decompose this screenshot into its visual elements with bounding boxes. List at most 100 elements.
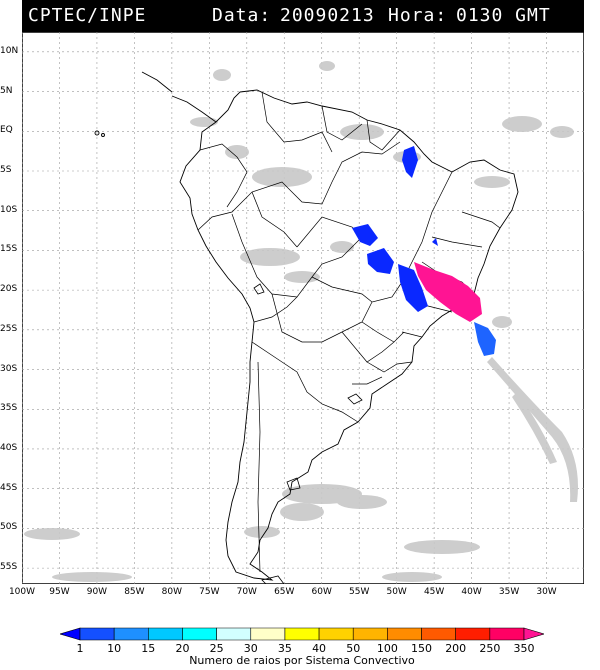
cloud-area xyxy=(213,69,231,81)
border-line xyxy=(311,276,373,303)
cloud-area xyxy=(382,572,442,582)
border-line xyxy=(401,331,423,338)
latitude-label: 5S xyxy=(0,164,12,175)
colorbar-tick-label: 200 xyxy=(445,642,467,655)
border-line xyxy=(253,296,298,323)
latitude-label: 5N xyxy=(0,85,13,96)
cloud-area xyxy=(24,528,80,540)
border-line xyxy=(251,191,298,248)
longitude-label: 60W xyxy=(311,587,332,597)
cloud-area xyxy=(330,241,354,253)
cloud-area xyxy=(512,392,557,464)
lake-outline xyxy=(253,283,265,295)
colorbar-tick-label: 40 xyxy=(312,642,327,655)
cloud-area xyxy=(404,540,480,554)
cloud-area xyxy=(52,572,132,582)
colorbar-tick-label: 30 xyxy=(243,642,258,655)
title-bar: CPTEC/INPE Data: 20090213 Hora: 0130 GMT xyxy=(22,0,584,32)
cloud-area xyxy=(502,116,542,132)
lightning-system-low xyxy=(367,248,394,274)
longitude-label: 30W xyxy=(536,587,557,597)
map-svg xyxy=(22,32,584,584)
colorbar-segment xyxy=(523,627,546,641)
cloud-area xyxy=(337,495,387,509)
colorbar-tick-label: 150 xyxy=(411,642,433,655)
latitude-label: 20S xyxy=(0,284,18,295)
longitude-label: 80W xyxy=(161,587,183,597)
cloud-area xyxy=(340,124,384,140)
colorbar xyxy=(58,627,546,641)
latitude-label: 55S xyxy=(0,562,18,573)
time-label: Hora: xyxy=(388,5,448,26)
galapagos-island xyxy=(101,133,105,137)
latitude-label: 50S xyxy=(0,522,18,533)
border-line xyxy=(321,105,363,141)
longitude-label: 95W xyxy=(49,587,70,597)
lake-outline xyxy=(347,393,363,405)
border-line xyxy=(401,171,453,283)
longitude-label: 40W xyxy=(461,587,482,597)
border-line xyxy=(199,143,248,208)
latitude-label: 25S xyxy=(0,323,18,334)
lightning-system-medium xyxy=(474,322,496,356)
lightning-system-low xyxy=(352,224,378,246)
lightning-system-low xyxy=(402,146,418,178)
graticule xyxy=(22,32,584,584)
time-value: 0130 GMT xyxy=(456,5,551,26)
cloud-cover xyxy=(24,61,578,582)
lightning-system-low xyxy=(432,238,438,246)
cloud-area xyxy=(492,316,512,328)
latitude-label: 35S xyxy=(0,403,18,414)
colorbar-tick-label: 100 xyxy=(376,642,398,655)
colorbar-tick-label: 10 xyxy=(107,642,122,655)
map-panel xyxy=(22,32,584,584)
island-outline xyxy=(286,477,301,491)
lightning-system-high xyxy=(414,262,482,322)
border-line xyxy=(352,376,383,385)
central-america-outline xyxy=(171,95,217,123)
latitude-label: 10S xyxy=(0,204,18,215)
border-line xyxy=(366,119,401,151)
cloud-area xyxy=(550,126,574,138)
border-line xyxy=(461,211,501,229)
lightning-systems xyxy=(352,146,496,356)
longitude-label: 35W xyxy=(498,587,520,597)
longitude-label: 75W xyxy=(199,587,220,597)
colorbar-segment xyxy=(216,627,252,641)
cloud-area xyxy=(284,271,320,283)
island-outline xyxy=(261,575,285,584)
south-america-outline xyxy=(179,89,519,581)
longitude-label: 50W xyxy=(386,587,407,597)
border-line xyxy=(251,341,359,423)
cloud-area xyxy=(225,145,249,159)
colorbar-tick-label: 350 xyxy=(513,642,535,655)
colorbar-segment xyxy=(148,627,183,641)
border-line xyxy=(431,236,483,248)
longitude-label: 90W xyxy=(86,587,108,597)
colorbar-segment xyxy=(387,627,422,641)
source-label: CPTEC/INPE xyxy=(28,5,147,26)
colorbar-segment xyxy=(352,627,388,641)
colorbar-segment xyxy=(58,627,81,641)
colorbar-tick-label: 50 xyxy=(346,642,361,655)
colorbar-segment xyxy=(284,627,320,641)
latitude-label: 15S xyxy=(0,244,18,255)
cloud-area xyxy=(280,503,324,521)
cloud-area xyxy=(240,248,300,266)
coastline xyxy=(94,71,519,581)
border-line xyxy=(197,141,401,231)
galapagos-island xyxy=(94,130,100,136)
border-line xyxy=(257,361,261,573)
longitude-label: 100W xyxy=(8,587,36,597)
colorbar-tick-label: 250 xyxy=(479,642,501,655)
colorbar-segment xyxy=(318,627,354,641)
colorbar-tick-label: 20 xyxy=(175,642,190,655)
colorbar-segment xyxy=(182,627,217,641)
colorbar-segment xyxy=(250,627,286,641)
colorbar-segment xyxy=(79,627,115,641)
colorbar-segment xyxy=(455,627,491,641)
colorbar-tick-label: 35 xyxy=(277,642,292,655)
longitude-label: 45W xyxy=(423,587,445,597)
latitude-label: 30S xyxy=(0,363,18,374)
longitude-label: 55W xyxy=(349,587,370,597)
